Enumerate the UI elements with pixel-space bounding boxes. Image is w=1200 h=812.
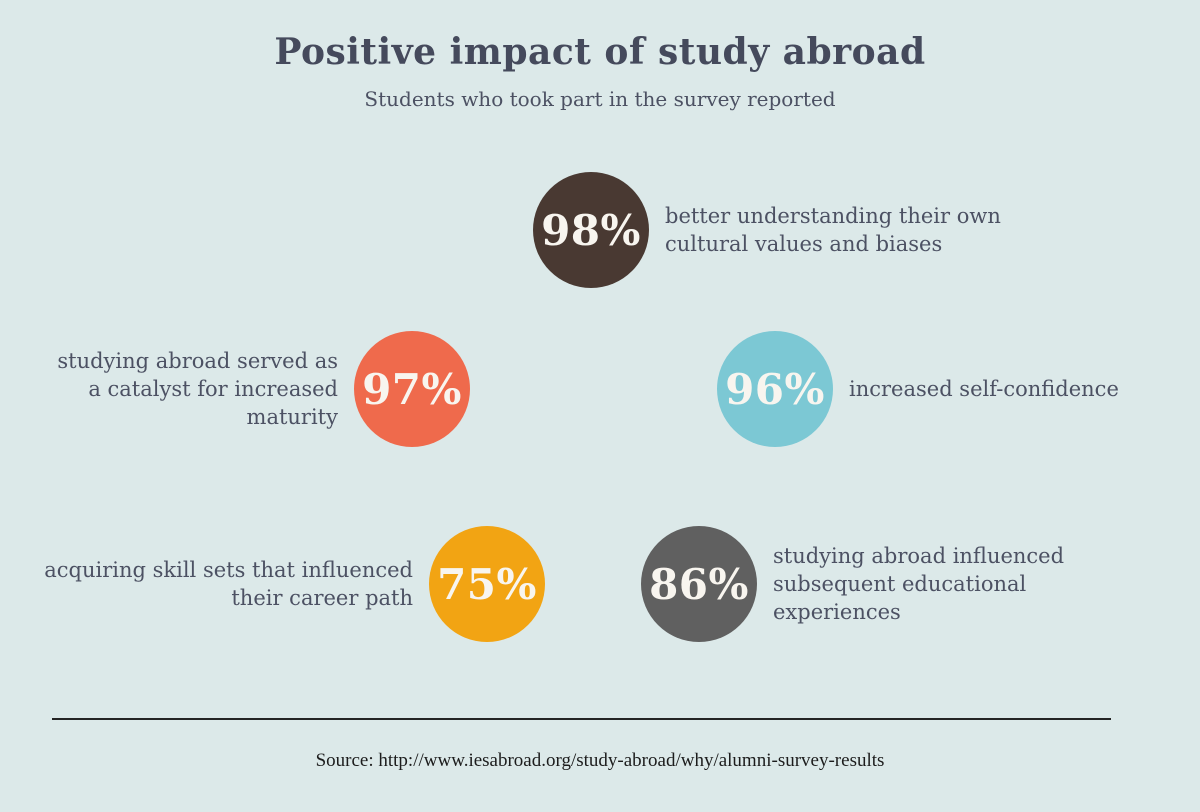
stat-86-label-line1: studying abroad influenced (773, 544, 1065, 568)
stat-98-percent: 98% (541, 205, 641, 255)
stat-98-circle: 98% (533, 172, 649, 288)
stat-75-label-line2: their career path (231, 586, 413, 610)
page-subtitle: Students who took part in the survey rep… (364, 87, 836, 111)
stat-75-circle: 75% (429, 526, 545, 642)
stat-98-label-line1: better understanding their own (665, 204, 1001, 228)
stat-96-label-line1: increased self-confidence (849, 377, 1119, 401)
stat-97-percent: 97% (362, 364, 462, 414)
stat-98: 98% better understanding their own cultu… (533, 172, 1001, 288)
stat-97-label-line2: a catalyst for increased (88, 377, 338, 401)
footer-divider (52, 718, 1111, 720)
stat-75-percent: 75% (437, 559, 537, 609)
stat-96-circle: 96% (717, 331, 833, 447)
stat-97-label-line3: maturity (246, 405, 338, 429)
stat-97: studying abroad served as a catalyst for… (38, 331, 470, 447)
stat-96: 96% increased self-confidence (717, 331, 1119, 447)
stat-86-label-line2: subsequent educational (773, 572, 1027, 596)
stat-86-percent: 86% (649, 559, 749, 609)
page-title: Positive impact of study abroad (274, 31, 926, 73)
stat-98-label: better understanding their own cultural … (665, 202, 1001, 258)
stat-96-percent: 96% (725, 364, 825, 414)
stat-97-label-line1: studying abroad served as (57, 349, 338, 373)
stat-86-label: studying abroad influenced subsequent ed… (773, 542, 1064, 626)
stat-98-label-line2: cultural values and biases (665, 232, 943, 256)
source-text: Source: http://www.iesabroad.org/study-a… (315, 750, 885, 771)
stat-86-label-line3: experiences (773, 600, 901, 624)
stat-97-label: studying abroad served as a catalyst for… (38, 347, 338, 431)
stat-96-label: increased self-confidence (849, 375, 1119, 403)
stat-75-label-line1: acquiring skill sets that influenced (44, 558, 413, 582)
stat-86-circle: 86% (641, 526, 757, 642)
stat-86: 86% studying abroad influenced subsequen… (641, 526, 1064, 642)
stat-75-label: acquiring skill sets that influenced the… (38, 556, 413, 612)
stat-97-circle: 97% (354, 331, 470, 447)
stat-75: acquiring skill sets that influenced the… (38, 526, 545, 642)
